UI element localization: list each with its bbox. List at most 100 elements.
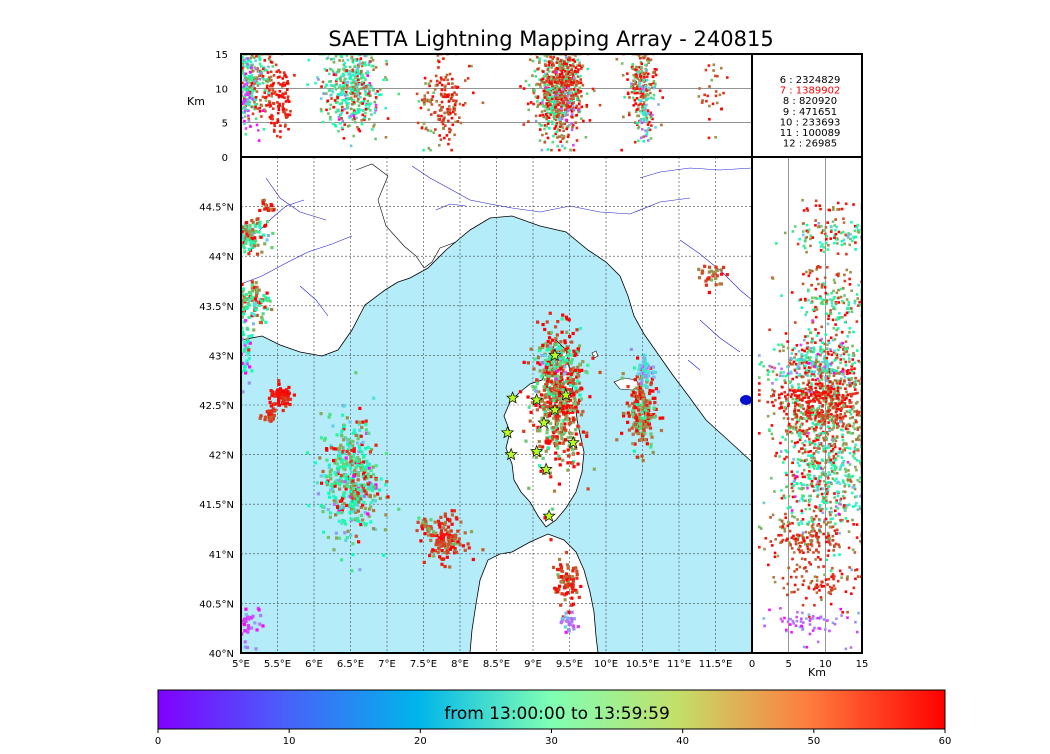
flash-point xyxy=(558,483,561,486)
side-point xyxy=(828,375,831,378)
flash-point xyxy=(264,224,267,227)
flash-point xyxy=(346,416,349,419)
altitude-point xyxy=(642,135,645,138)
altitude-point xyxy=(262,75,265,78)
altitude-point xyxy=(653,72,656,75)
flash-point xyxy=(546,405,549,408)
side-point xyxy=(812,351,815,354)
altitude-point xyxy=(346,112,349,115)
altitude-point xyxy=(447,83,450,86)
altitude-point xyxy=(443,79,446,82)
altitude-point xyxy=(244,98,247,101)
altitude-point xyxy=(265,80,268,83)
flash-point xyxy=(266,292,269,295)
altitude-point xyxy=(647,123,650,126)
flash-point xyxy=(231,619,234,622)
flash-point xyxy=(259,614,262,617)
altitude-point xyxy=(443,137,446,140)
altitude-point xyxy=(580,118,583,121)
flash-point xyxy=(635,386,638,389)
altitude-point xyxy=(451,82,454,85)
altitude-point xyxy=(446,134,449,137)
flash-point xyxy=(569,389,572,392)
flash-point xyxy=(329,516,332,519)
flash-point xyxy=(588,395,591,398)
altitude-point xyxy=(265,69,268,72)
flash-point xyxy=(339,500,342,503)
flash-point xyxy=(660,429,663,432)
altitude-point xyxy=(544,60,547,63)
flash-point xyxy=(419,539,422,542)
flash-point xyxy=(379,497,382,500)
altitude-point xyxy=(444,124,447,127)
flash-point xyxy=(564,625,567,628)
altitude-point xyxy=(647,94,650,97)
altitude-point xyxy=(235,81,238,84)
flash-point xyxy=(360,426,363,429)
flash-point xyxy=(358,421,361,424)
flash-point xyxy=(437,551,440,554)
flash-point xyxy=(455,516,458,519)
side-point xyxy=(854,388,857,391)
flash-point xyxy=(373,485,376,488)
altitude-point xyxy=(716,102,719,105)
altitude-point xyxy=(424,77,427,80)
flash-point xyxy=(641,420,644,423)
flash-point xyxy=(565,317,568,320)
flash-point xyxy=(267,412,270,415)
flash-point xyxy=(331,424,334,427)
altitude-point xyxy=(626,78,629,81)
altitude-point xyxy=(345,69,348,72)
flash-point xyxy=(716,269,719,272)
flash-point xyxy=(569,384,572,387)
flash-point xyxy=(342,405,345,408)
altitude-point xyxy=(561,79,564,82)
altitude-point xyxy=(451,93,454,96)
altitude-point xyxy=(640,62,643,65)
altitude-point xyxy=(557,80,560,83)
altitude-point xyxy=(634,82,637,85)
flash-point xyxy=(243,369,246,372)
altitude-point xyxy=(623,96,626,99)
altitude-point xyxy=(237,109,240,112)
altitude-point xyxy=(256,103,259,106)
altitude-point xyxy=(423,94,426,97)
flash-point xyxy=(243,341,246,344)
altitude-point xyxy=(416,93,419,96)
flash-point xyxy=(236,618,239,621)
altitude-point xyxy=(698,95,701,98)
flash-point xyxy=(524,440,527,443)
flash-point xyxy=(570,583,573,586)
altitude-point xyxy=(435,75,438,78)
flash-point xyxy=(266,220,269,223)
station-count-row: 6 : 2324829 xyxy=(780,75,841,86)
altitude-point xyxy=(626,72,629,75)
altitude-point xyxy=(332,70,335,73)
altitude-point xyxy=(710,79,713,82)
altitude-point xyxy=(366,74,369,77)
altitude-point xyxy=(438,134,441,137)
flash-point xyxy=(645,400,648,403)
altitude-point xyxy=(648,121,651,124)
altitude-point xyxy=(535,115,538,118)
flash-point xyxy=(552,426,555,429)
flash-point xyxy=(561,349,564,352)
altitude-point xyxy=(257,129,260,132)
altitude-point xyxy=(277,106,280,109)
flash-point xyxy=(332,548,335,551)
altitude-point xyxy=(325,84,328,87)
altitude-point xyxy=(434,128,437,131)
flash-point xyxy=(248,248,251,251)
flash-point xyxy=(244,225,247,228)
altitude-point xyxy=(350,145,353,148)
altitude-point xyxy=(444,89,447,92)
altitude-point xyxy=(371,128,374,131)
altitude-point xyxy=(640,70,643,73)
altitude-point xyxy=(330,97,333,100)
side-point xyxy=(797,383,800,386)
altitude-point xyxy=(259,72,262,75)
altitude-point xyxy=(472,92,475,95)
altitude-point xyxy=(565,72,568,75)
side-point xyxy=(817,332,820,335)
